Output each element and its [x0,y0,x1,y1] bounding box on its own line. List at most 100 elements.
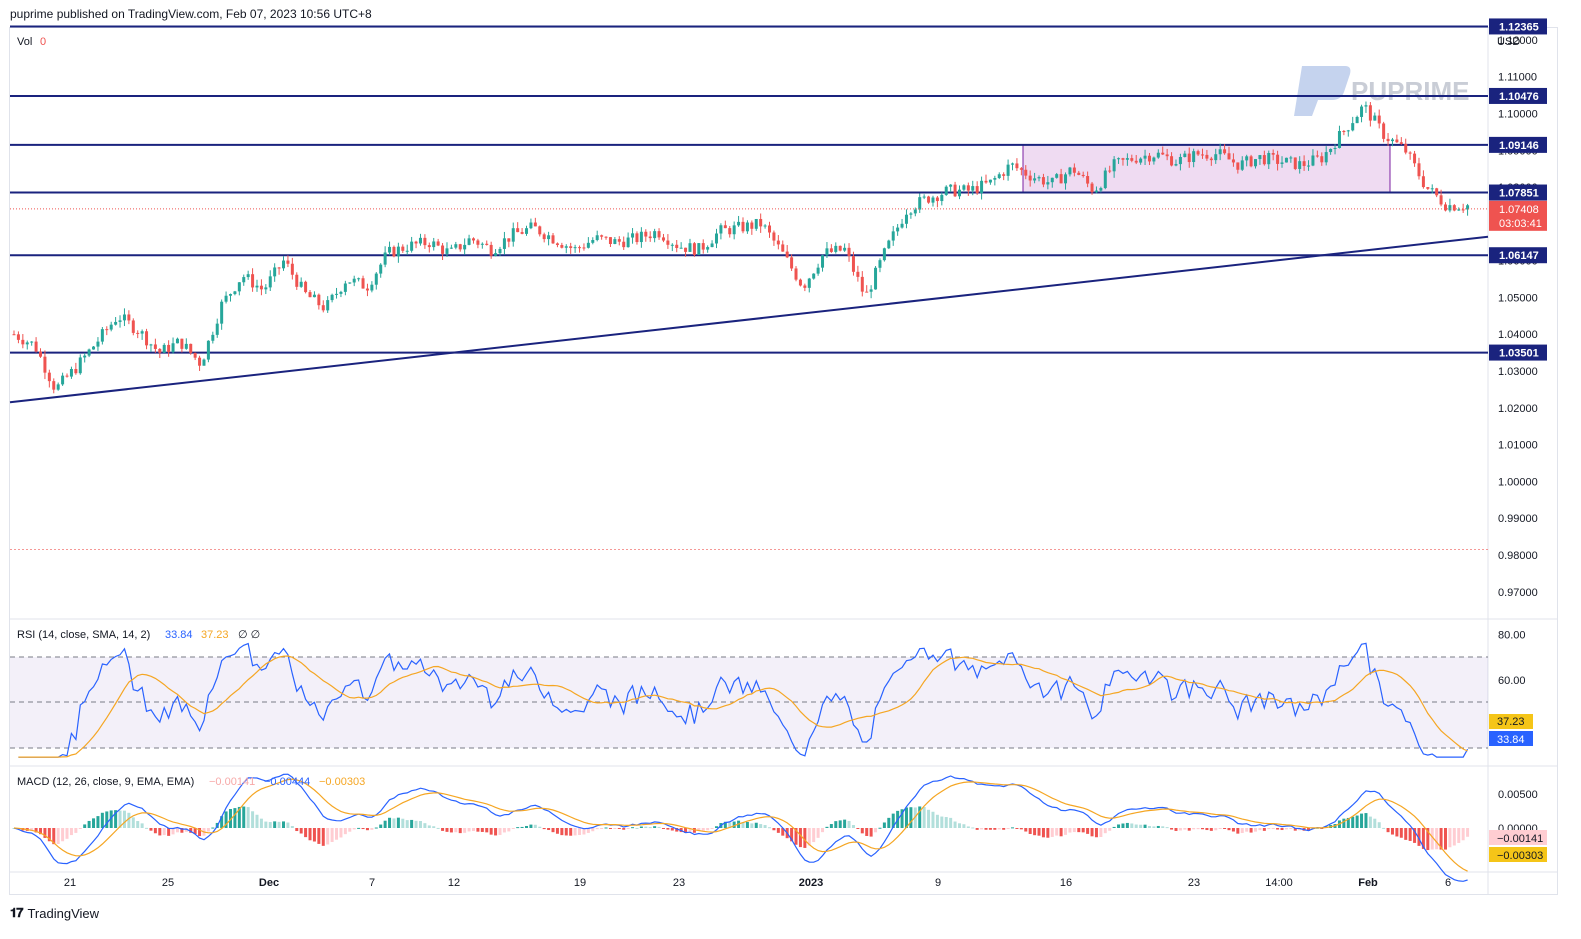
macd-histogram-bar [357,827,361,829]
candle-body [282,260,286,269]
macd-histogram-bar [1289,828,1293,829]
macd-histogram-bar [127,812,131,828]
macd-histogram-bar [551,828,555,833]
macd-histogram-bar [277,821,281,828]
candle-body [206,340,210,360]
price-tick-label: 1.12000 [1498,35,1538,47]
candle-body [485,243,489,245]
macd-histogram-bar [891,813,895,828]
candle-body [335,293,339,295]
macd-histogram-bar [304,828,308,838]
macd-histogram-bar [1435,828,1439,850]
macd-hist-tag [1489,830,1547,845]
macd-histogram-bar [909,807,913,828]
candle-body [1227,153,1231,160]
macd-histogram-bar [507,828,511,832]
macd-histogram-bar [529,824,533,828]
macd-histogram-bar [935,814,939,828]
candle-body [1337,131,1341,149]
candle-body [966,185,970,191]
watermark-text: PUPRIME [1351,76,1469,106]
macd-histogram-bar [1002,828,1006,830]
candle-body [1143,155,1147,159]
candle-body [679,247,683,249]
macd-histogram-bar [829,824,833,828]
candle-body [1099,188,1103,191]
macd-histogram-bar [1408,828,1412,841]
macd-histogram-bar [1130,823,1134,828]
candle-body [997,174,1001,179]
macd-histogram-bar [1262,828,1266,831]
candle-body [648,236,652,239]
puprime-watermark: PUPRIME [1294,66,1469,116]
rsi-tick-label: 60.00 [1498,675,1526,687]
candle-body [162,344,166,353]
macd-histogram-bar [1068,828,1072,833]
macd-histogram-bar [92,818,96,828]
macd-histogram-bar [754,822,758,828]
macd-histogram-bar [790,828,794,842]
candle-body [564,246,568,248]
candle-body [480,243,484,245]
candle-body [882,248,886,261]
macd-histogram-bar [282,821,286,828]
trendline[interactable] [9,235,1489,404]
candle-body [657,231,661,238]
candle-body [750,222,754,229]
candle-body [971,186,975,191]
candle-body [1443,204,1447,211]
candle-body [692,243,696,255]
macd-histogram-bar [723,821,727,828]
tradingview-footer[interactable]: 𝟏𝟕 TradingView [10,905,99,921]
candle-body [1258,155,1262,160]
macd-line-legend: −0.00444 [264,776,310,788]
candle-body [1346,130,1350,132]
candle-body [847,247,851,257]
macd-histogram-bar [83,824,87,828]
macd-histogram-bar [613,828,617,829]
candle-body [30,341,34,343]
macd-histogram-bar [1426,828,1430,851]
macd-histogram-bar [666,828,670,830]
macd-histogram-bar [1293,828,1297,831]
price-tick-label: 1.00000 [1498,476,1538,488]
rsi-legend-extra: ∅ ∅ [238,629,260,641]
candle-body [242,277,246,283]
candle-body [785,251,789,258]
macd-histogram-bar [1355,815,1359,828]
macd-histogram-bar [648,827,652,829]
level-tag-label: 1.06147 [1499,250,1539,262]
candle-body [745,222,749,232]
macd-histogram-bar [410,819,414,828]
candle-body [423,237,427,246]
candle-body [1382,123,1386,139]
candle-body [1452,205,1456,211]
macd-histogram-bar [759,824,763,828]
candle-body [1103,170,1107,189]
macd-histogram-bar [96,816,100,828]
candle-body [586,242,590,248]
macd-histogram-bar [471,828,475,832]
macd-histogram-bar [1245,828,1249,832]
candle-body [476,240,480,245]
macd-tick-label: 0.00500 [1498,789,1538,801]
macd-histogram-bar [639,826,643,828]
time-tick-label: 23 [1188,877,1200,889]
candle-body [1121,158,1125,160]
candle-body [1439,195,1443,205]
macd-histogram-bar [388,817,392,828]
candle-body [1320,156,1324,163]
candle-body [304,281,308,293]
macd-histogram-bar [1028,828,1032,834]
candle-body [299,281,303,287]
macd-histogram-bar [1368,816,1372,828]
macd-histogram-bar [1024,828,1028,832]
macd-histogram-bar [980,828,984,830]
candle-body [940,194,944,202]
price-tick-label: 0.98000 [1498,550,1538,562]
level-tag [1489,18,1547,35]
macd-histogram-bar [246,807,250,828]
macd-histogram-bar [869,828,873,837]
macd-histogram-bar [591,828,595,832]
